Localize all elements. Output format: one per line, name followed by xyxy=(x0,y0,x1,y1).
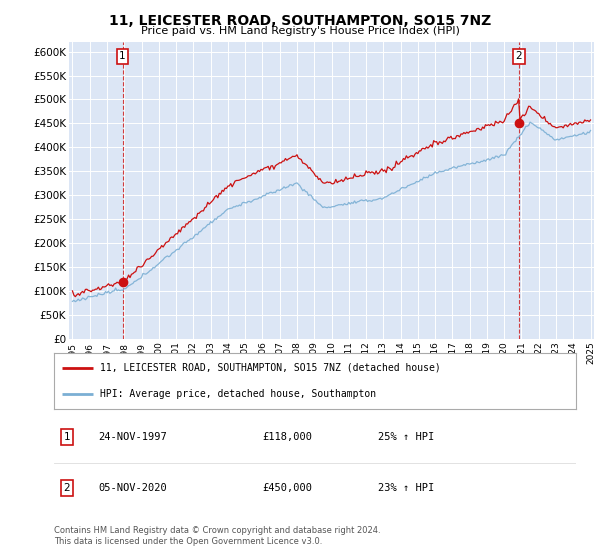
Text: 2: 2 xyxy=(515,52,522,62)
Text: Price paid vs. HM Land Registry's House Price Index (HPI): Price paid vs. HM Land Registry's House … xyxy=(140,26,460,36)
Text: £118,000: £118,000 xyxy=(263,432,313,442)
Text: 1: 1 xyxy=(119,52,126,62)
Text: 11, LEICESTER ROAD, SOUTHAMPTON, SO15 7NZ: 11, LEICESTER ROAD, SOUTHAMPTON, SO15 7N… xyxy=(109,14,491,28)
Text: 11, LEICESTER ROAD, SOUTHAMPTON, SO15 7NZ (detached house): 11, LEICESTER ROAD, SOUTHAMPTON, SO15 7N… xyxy=(100,363,440,373)
Text: 05-NOV-2020: 05-NOV-2020 xyxy=(98,483,167,493)
Text: £450,000: £450,000 xyxy=(263,483,313,493)
Text: 23% ↑ HPI: 23% ↑ HPI xyxy=(377,483,434,493)
Text: 24-NOV-1997: 24-NOV-1997 xyxy=(98,432,167,442)
Text: 1: 1 xyxy=(64,432,70,442)
Text: 25% ↑ HPI: 25% ↑ HPI xyxy=(377,432,434,442)
Text: 2: 2 xyxy=(64,483,70,493)
Text: Contains HM Land Registry data © Crown copyright and database right 2024.
This d: Contains HM Land Registry data © Crown c… xyxy=(54,526,380,546)
Text: HPI: Average price, detached house, Southampton: HPI: Average price, detached house, Sout… xyxy=(100,389,376,399)
